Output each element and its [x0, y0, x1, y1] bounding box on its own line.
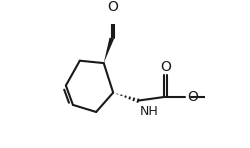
Text: O: O: [187, 90, 198, 104]
Text: O: O: [160, 60, 171, 74]
Text: NH: NH: [139, 105, 158, 118]
Polygon shape: [104, 38, 114, 63]
Text: O: O: [108, 0, 118, 14]
